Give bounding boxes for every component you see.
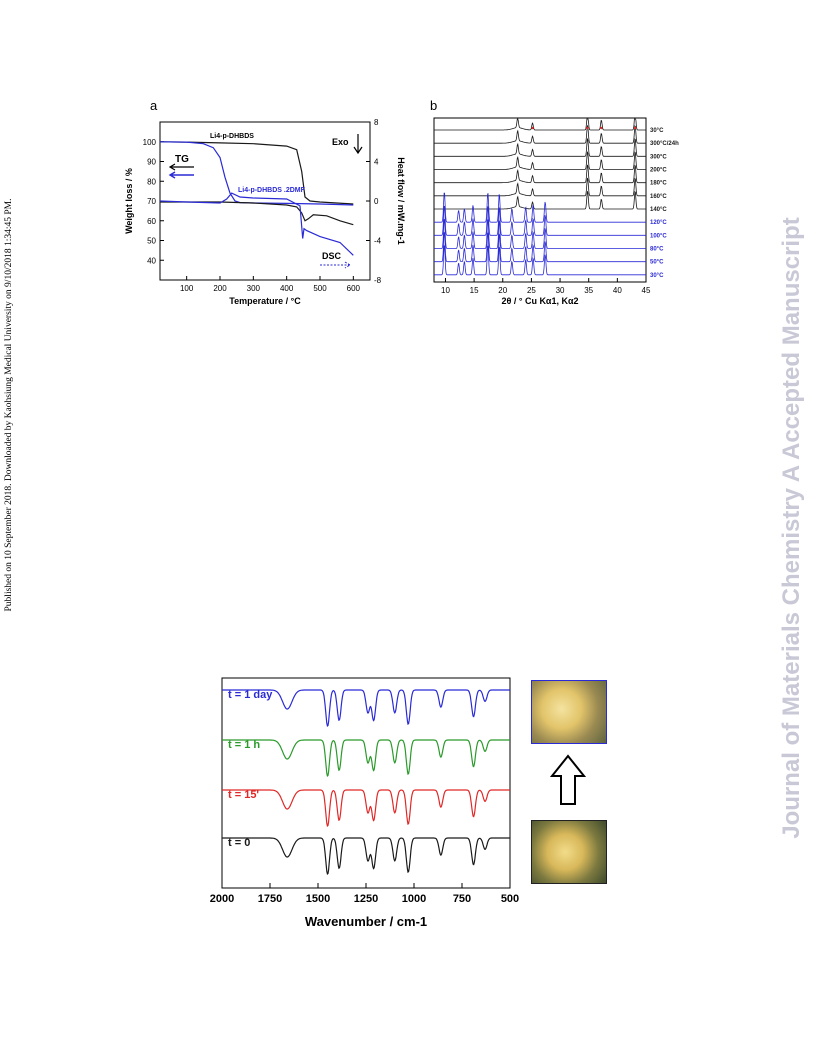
x-tick-label-c: 1500 <box>306 893 330 905</box>
x-tick-label-b: 30 <box>556 286 565 295</box>
xrd-trace-label: 200°C <box>650 168 667 174</box>
exo-arrow-icon <box>353 134 363 155</box>
y-tick-label-a-left: 100 <box>143 138 157 147</box>
impurity-marker <box>633 126 637 130</box>
up-arrow-icon <box>549 754 587 805</box>
xrd-trace <box>434 192 646 223</box>
ir-spectrum-green <box>222 739 510 777</box>
x-tick-label-c: 1000 <box>402 893 426 905</box>
ir-series-label: t = 15' <box>228 789 259 801</box>
x-tick-label-c: 1250 <box>354 893 378 905</box>
x-tick-label-b: 20 <box>498 286 507 295</box>
xrd-trace-label: 300°C <box>650 154 667 160</box>
x-tick-label-a: 100 <box>180 284 194 293</box>
sample-photo-before <box>531 820 607 884</box>
x-tick-label-b: 10 <box>441 286 450 295</box>
y-tick-label-a-right: 8 <box>374 118 379 127</box>
label-exo: Exo <box>332 137 349 147</box>
panel-label-a: a <box>150 98 158 113</box>
plot-frame-c <box>221 677 511 889</box>
impurity-marker <box>586 126 589 130</box>
series-line-blue-right <box>159 192 354 256</box>
journal-watermark: Journal of Materials Chemistry A Accepte… <box>778 217 805 839</box>
label-li4: Li4-p-DHBDS <box>210 133 254 140</box>
x-tick-label-b: 45 <box>642 286 651 295</box>
y-tick-label-a-left: 80 <box>147 177 156 186</box>
x-tick-label-a: 300 <box>247 284 261 293</box>
ir-chart: 2000 1750 1500 1250 1000 750 500 t = 1 day t = … <box>210 677 519 929</box>
y-axis-label-a-left: Weight loss / % <box>124 168 134 234</box>
xrd-trace-label: 180°C <box>650 181 667 187</box>
dsc-arrow-icon <box>320 261 351 269</box>
x-tick-label-c: 500 <box>501 893 519 905</box>
y-tick-label-a-left: 70 <box>147 197 156 206</box>
x-tick-label-b: 40 <box>613 286 622 295</box>
x-tick-label-c: 1750 <box>258 893 282 905</box>
xrd-trace-label: 300°C/24h <box>650 141 679 147</box>
y-tick-label-a-right: 4 <box>374 158 379 167</box>
xrd-chart: b 10 15 20 25 30 35 40 45 30°C 300°C/24h 300°C 200… <box>430 98 679 306</box>
ir-spectrum-black <box>222 837 510 875</box>
xrd-trace <box>434 138 646 157</box>
y-tick-label-a-left: 60 <box>147 217 156 226</box>
x-tick-label-c: 750 <box>453 893 471 905</box>
xrd-trace <box>434 125 646 144</box>
series-line-black-right <box>160 201 354 226</box>
xrd-trace <box>434 232 646 263</box>
x-tick-label-a: 600 <box>347 284 361 293</box>
x-axis-label-b: 2θ / ° Cu Kα1, Kα2 <box>501 296 578 306</box>
series-line-blue-left <box>159 141 354 206</box>
tg-blue-arrow-icon <box>168 171 194 179</box>
xrd-trace-label: 100°C <box>650 233 667 239</box>
xrd-trace-label: 160°C <box>650 194 667 200</box>
y-tick-label-a-left: 40 <box>147 256 156 265</box>
ir-spectrum-red <box>222 789 510 827</box>
ir-series-label: t = 1 h <box>228 739 260 751</box>
y-tick-label-a-right: 0 <box>374 197 379 206</box>
sample-photo-after <box>531 680 607 744</box>
y-tick-label-a-left: 50 <box>147 237 156 246</box>
x-tick-label-c: 2000 <box>210 893 234 905</box>
y-tick-label-a-right: -8 <box>374 276 382 285</box>
x-tick-label-b: 15 <box>470 286 479 295</box>
impurity-marker <box>600 126 603 130</box>
xrd-trace-label: 50°C <box>650 260 664 266</box>
ir-series-label: t = 1 day <box>228 689 273 701</box>
xrd-trace-label: 140°C <box>650 207 667 213</box>
tg-black-arrow-icon <box>168 163 194 171</box>
xrd-trace <box>434 245 646 276</box>
x-tick-label-b: 25 <box>527 286 536 295</box>
y-axis-label-a-right: Heat flow / mW.mg-1 <box>396 157 406 245</box>
xrd-trace-label: 30°C <box>650 128 664 134</box>
x-tick-label-a: 200 <box>213 284 227 293</box>
xrd-trace-label: 120°C <box>650 220 667 226</box>
xrd-trace <box>434 164 646 184</box>
y-tick-label-a-right: -4 <box>374 237 382 246</box>
plot-frame-b <box>433 117 647 283</box>
label-dsc: DSC <box>322 251 342 261</box>
xrd-trace <box>434 118 646 131</box>
panel-label-b: b <box>430 98 437 113</box>
ir-series-label: t = 0 <box>228 837 250 849</box>
xrd-trace-label: 80°C <box>650 247 664 253</box>
label-tg: TG <box>175 154 189 165</box>
xrd-trace <box>434 190 646 210</box>
x-tick-label-b: 35 <box>584 286 593 295</box>
x-axis-label-c: Wavenumber / cm-1 <box>305 914 427 929</box>
x-tick-label-a: 400 <box>280 284 294 293</box>
impurity-marker <box>531 126 534 130</box>
xrd-trace <box>434 219 646 249</box>
label-li4-dmf: Li4-p-DHBDS .2DMF <box>238 187 306 194</box>
xrd-trace <box>434 177 646 197</box>
series-line-black-left <box>159 141 354 205</box>
publication-note: Published on 10 September 2018. Download… <box>4 198 14 612</box>
tg-dsc-chart: a 100 200 300 400 500 600100908070605040840-4… <box>124 98 406 306</box>
x-axis-label-a: Temperature / °C <box>229 296 301 306</box>
xrd-trace-label: 30°C <box>650 273 664 279</box>
xrd-trace <box>434 151 646 170</box>
ir-spectrum-blue <box>222 689 510 727</box>
xrd-trace <box>434 206 646 236</box>
x-tick-label-a: 500 <box>313 284 327 293</box>
y-tick-label-a-left: 90 <box>147 158 156 167</box>
